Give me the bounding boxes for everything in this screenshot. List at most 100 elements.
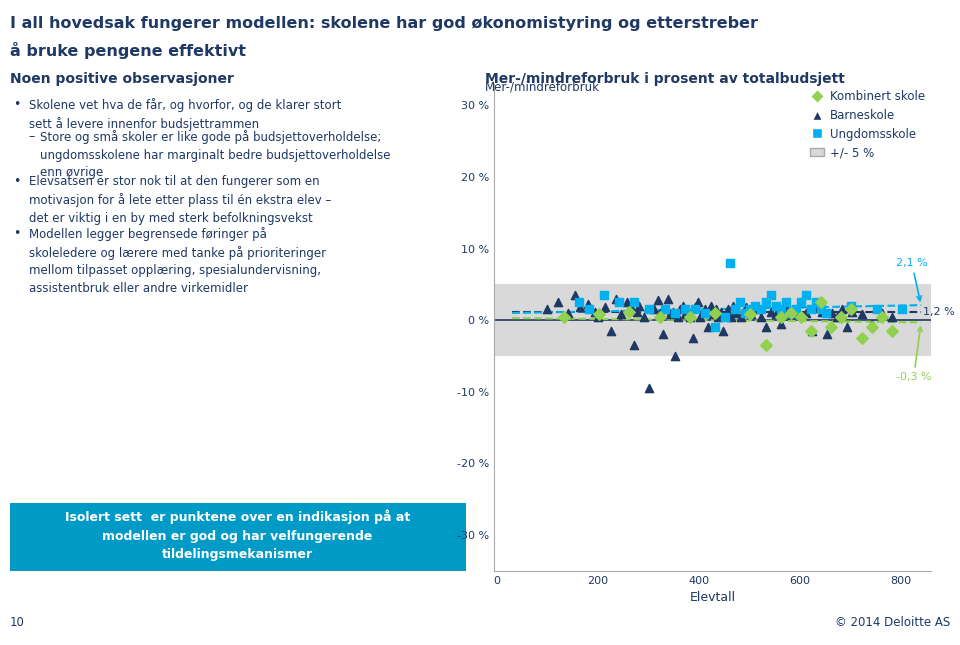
Point (738, 302, 754, 312)
Point (693, 312, 708, 322)
Point (743, 310, 758, 320)
Text: Mer-/mindreforbruk: Mer-/mindreforbruk (485, 81, 600, 94)
Point (632, 301, 647, 311)
Point (683, 312, 698, 322)
Point (667, 351, 683, 361)
Point (708, 308, 723, 318)
Point (627, 297, 642, 308)
Point (757, 297, 773, 308)
Point (629, 306, 644, 317)
Legend: Kombinert skole, Barneskole, Ungdomsskole, +/- 5 %: Kombinert skole, Barneskole, Ungdomsskol… (810, 90, 925, 159)
Point (748, 304, 763, 315)
Point (713, 306, 729, 317)
Point (627, 340, 642, 350)
Point (571, 297, 587, 308)
Text: Elevsatsen er stor nok til at den fungerer som en
motivasjon for å lete etter pl: Elevsatsen er stor nok til at den funger… (29, 175, 331, 225)
Point (625, 304, 640, 315)
Text: I all hovedsak fungerer modellen: skolene har god økonomistyring og etterstreber: I all hovedsak fungerer modellen: skolen… (10, 16, 757, 31)
Point (653, 308, 668, 318)
Point (773, 304, 788, 315)
Text: •: • (13, 227, 21, 240)
Point (773, 312, 788, 322)
X-axis label: Elevtall: Elevtall (689, 591, 736, 604)
Point (783, 308, 799, 318)
Point (864, 319, 879, 329)
Point (560, 308, 575, 318)
Text: Isolert sett  er punktene over en indikasjon på at
modellen er god og har velfun: Isolert sett er punktene over en indikas… (65, 510, 410, 561)
Text: 2,1 %: 2,1 % (896, 258, 927, 301)
Point (874, 312, 889, 322)
Point (723, 258, 738, 268)
Point (763, 290, 779, 301)
Point (581, 304, 596, 315)
Point (809, 301, 825, 311)
Point (732, 297, 748, 308)
Point (703, 301, 718, 311)
Text: –: – (29, 130, 36, 143)
Point (706, 310, 721, 320)
Point (677, 304, 692, 315)
Point (783, 308, 799, 318)
Point (708, 322, 723, 333)
Point (754, 312, 769, 322)
Point (743, 304, 758, 315)
Point (737, 308, 753, 318)
Point (753, 304, 768, 315)
Text: Noen positive observasjoner: Noen positive observasjoner (10, 72, 233, 86)
Text: Skolene vet hva de får, og hvorfor, og de klarer stort
sett å levere innenfor bu: Skolene vet hva de får, og hvorfor, og d… (29, 98, 341, 131)
Point (687, 304, 703, 315)
Point (728, 304, 743, 315)
Point (695, 308, 710, 318)
Point (869, 304, 884, 315)
Point (793, 297, 808, 308)
Text: -0,3 %: -0,3 % (896, 327, 931, 382)
Point (652, 312, 667, 322)
Point (743, 310, 758, 320)
Point (612, 297, 627, 308)
Bar (494, 284, 931, 356)
Point (793, 312, 808, 322)
Text: 1,2 %: 1,2 % (923, 306, 954, 317)
Point (844, 306, 859, 317)
Point (748, 301, 763, 311)
Text: •: • (13, 175, 21, 188)
Point (685, 333, 701, 343)
Point (824, 322, 839, 333)
Point (717, 312, 732, 322)
Point (591, 310, 607, 320)
Point (813, 304, 828, 315)
Point (788, 304, 804, 315)
Point (757, 340, 773, 350)
Point (598, 302, 613, 312)
Point (608, 293, 623, 304)
Point (799, 308, 814, 318)
Point (675, 301, 690, 311)
Point (708, 304, 723, 315)
Point (864, 322, 879, 333)
Point (829, 312, 845, 322)
Point (588, 306, 603, 317)
Point (619, 297, 635, 308)
Point (701, 322, 716, 333)
Point (657, 304, 672, 315)
Point (715, 326, 731, 336)
Point (844, 304, 859, 315)
Point (650, 295, 665, 305)
Point (804, 326, 819, 336)
Point (660, 293, 675, 304)
Point (721, 304, 736, 315)
Point (697, 308, 712, 318)
Text: Mer-/mindreforbruk i prosent av totalbudsjett: Mer-/mindreforbruk i prosent av totalbud… (485, 72, 845, 86)
Point (768, 301, 783, 311)
Point (808, 297, 824, 308)
Point (824, 308, 839, 318)
Text: •: • (13, 98, 21, 111)
Point (758, 322, 774, 333)
Point (884, 312, 900, 322)
Point (875, 308, 890, 318)
Text: Modellen legger begrensede føringer på
skoleledere og lærere med tanke på priori: Modellen legger begrensede føringer på s… (29, 227, 326, 295)
Point (680, 306, 695, 317)
Point (698, 304, 713, 315)
Point (819, 308, 834, 318)
Point (726, 301, 741, 311)
